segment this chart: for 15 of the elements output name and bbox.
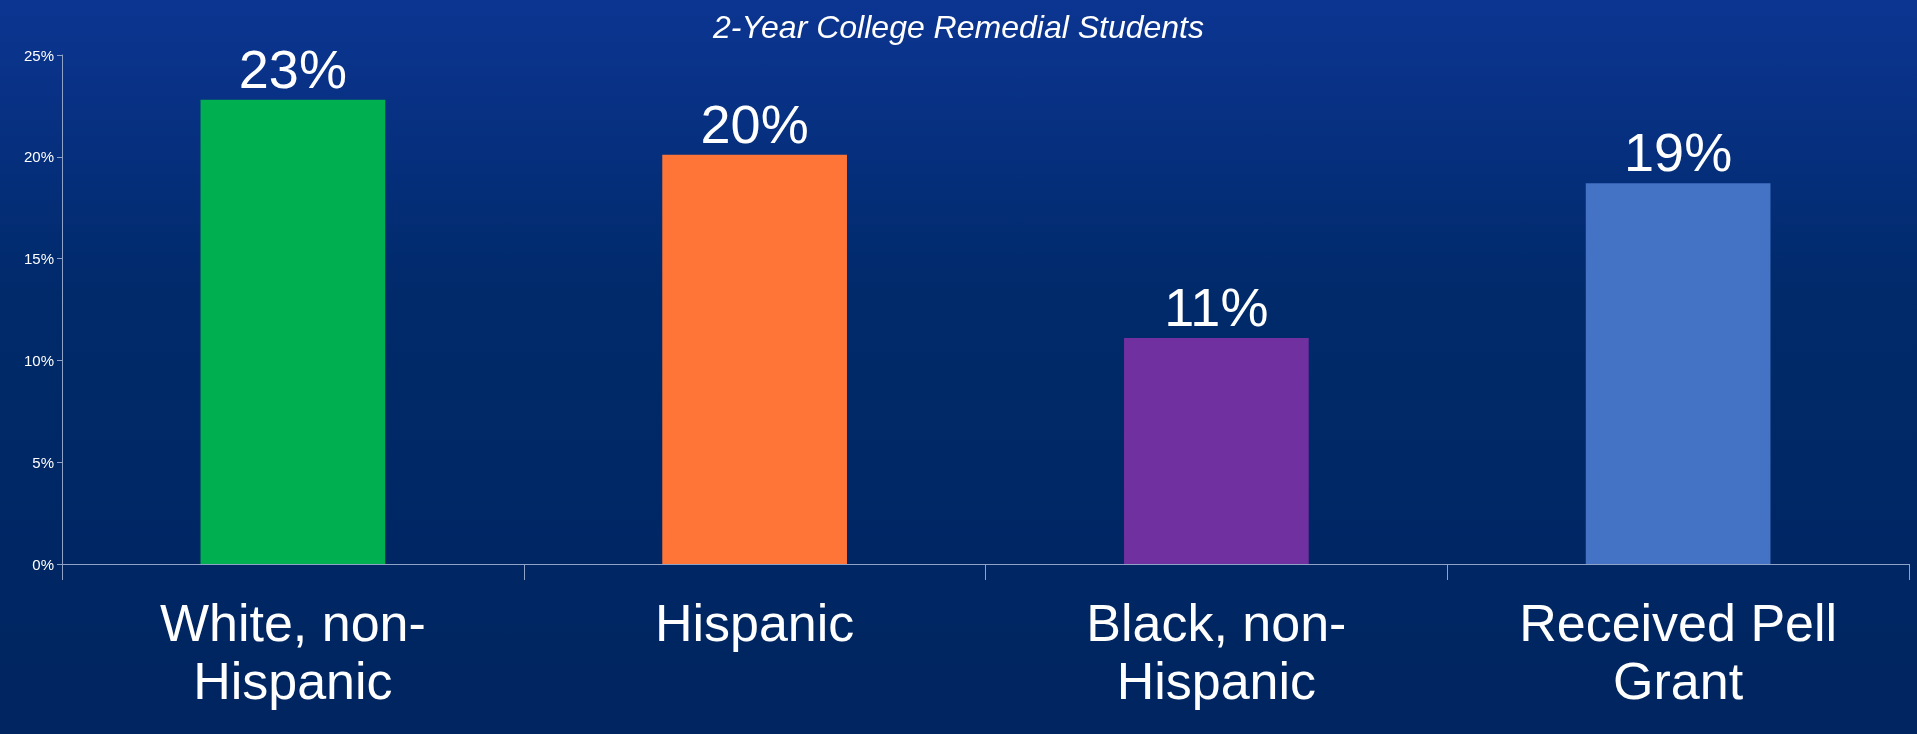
data-label: 19% — [1624, 122, 1733, 183]
x-tick-label: White, non-Hispanic — [159, 594, 426, 710]
data-label: 23% — [238, 38, 347, 99]
y-tick-label: 5% — [32, 453, 54, 471]
y-tick-label: 10% — [23, 351, 54, 369]
chart-title: 2-Year College Remedial Students — [712, 9, 1204, 45]
y-tick-label: 25% — [23, 46, 54, 64]
x-tick-label: Hispanic — [654, 594, 855, 652]
y-tick-label: 20% — [23, 148, 54, 166]
x-tick-label: Received Pell Grant — [1519, 594, 1838, 710]
data-label: 11% — [1164, 277, 1269, 337]
x-tick-label: Black, non-Hispanic — [1086, 594, 1347, 710]
y-tick-label: 0% — [32, 555, 54, 573]
y-tick-label: 15% — [23, 250, 54, 268]
data-label: 20% — [700, 93, 809, 154]
